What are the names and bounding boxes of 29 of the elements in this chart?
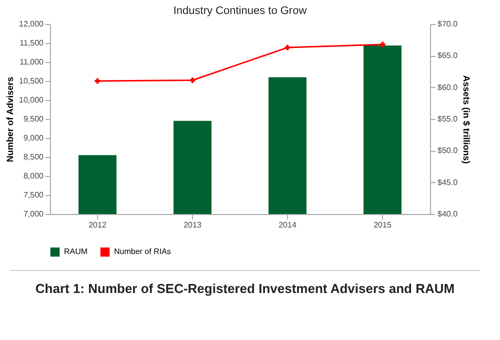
- y2-axis-title: Assets (in $ trillions): [462, 75, 472, 164]
- y-tick-label: 9,500: [23, 114, 44, 124]
- x-tick-label: 2014: [278, 220, 297, 230]
- y2-tick-label: $45.0: [438, 178, 458, 187]
- y-tick-label: 10,500: [19, 76, 44, 86]
- y-tick-label: 8,000: [23, 172, 44, 180]
- y2-tick-label: $55.0: [438, 114, 458, 124]
- y2-tick-label: $40.0: [438, 210, 458, 218]
- y-tick-label: 9,000: [23, 134, 44, 142]
- caption: Chart 1: Number of SEC-Registered Investment Advisers and RAUM: [10, 270, 480, 296]
- y-tick-label: 10,000: [19, 96, 44, 104]
- chart-title: Industry Continues to Grow: [173, 5, 307, 17]
- legend-label: Number of RIAs: [114, 247, 171, 256]
- y2-tick-label: $60.0: [438, 82, 458, 92]
- x-tick-label: 2015: [374, 220, 392, 230]
- y-tick-label: 8,500: [23, 152, 44, 162]
- y-tick-label: 7,000: [23, 210, 44, 218]
- point: [190, 78, 196, 83]
- y-axis-title: Number of Advisers: [5, 76, 16, 162]
- y2-tick-label: $65.0: [438, 51, 458, 60]
- y-tick-label: 11,500: [20, 38, 44, 48]
- x-tick-label: 2013: [184, 220, 202, 230]
- y2-tick-label: $70.0: [438, 20, 458, 28]
- y-tick-label: 12,000: [19, 20, 44, 28]
- x-tick-label: 2012: [88, 220, 107, 230]
- y-tick-label: 11,000: [20, 58, 44, 66]
- y-tick-label: 7,500: [23, 190, 44, 200]
- legend-label: RAUM: [64, 247, 88, 256]
- y2-tick-label: $50.0: [438, 146, 458, 156]
